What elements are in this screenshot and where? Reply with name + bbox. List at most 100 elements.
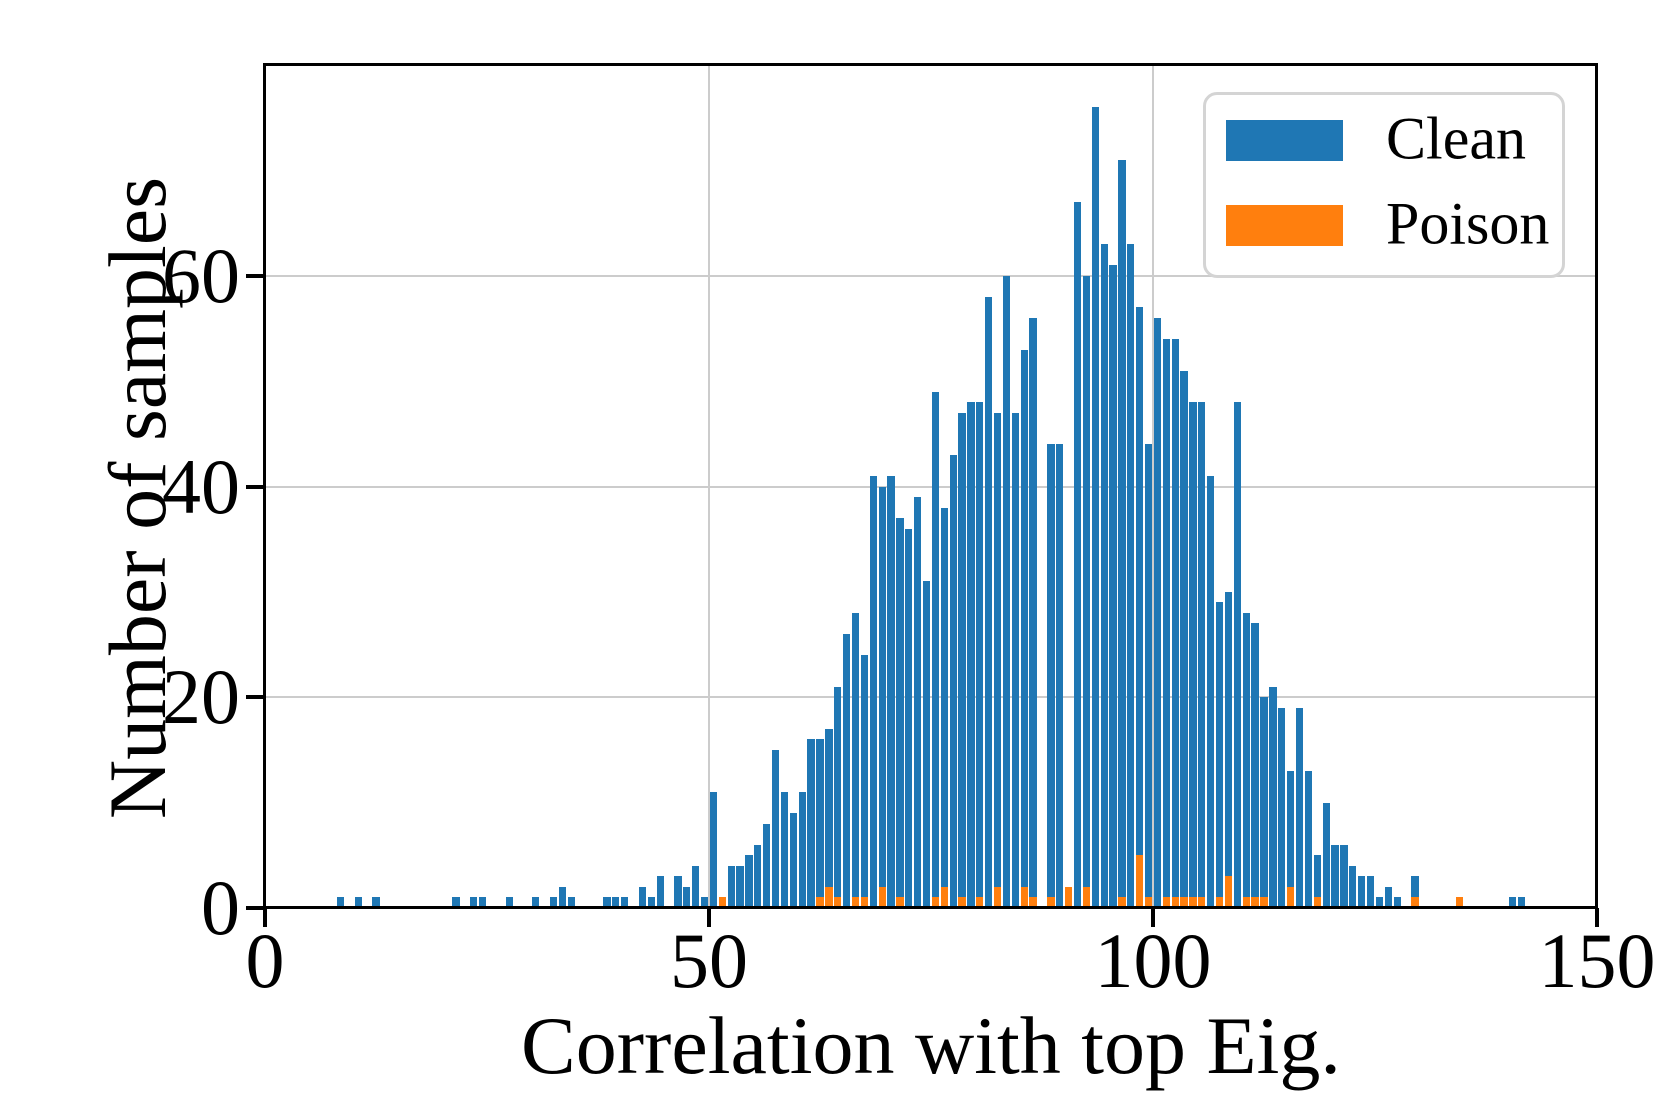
poison-bar [1242, 897, 1250, 908]
clean-bar [1331, 844, 1339, 908]
poison-bar [1260, 897, 1268, 908]
clean-bar [1509, 897, 1517, 908]
clean-bar [656, 876, 664, 908]
clean-bar [1322, 802, 1330, 908]
clean-bar [1002, 275, 1011, 908]
clean-bar [949, 454, 957, 908]
clean-bar [1198, 402, 1206, 908]
x-axis-label: Correlation with top Eig. [521, 1000, 1341, 1091]
clean-bar [896, 518, 904, 908]
clean-bar [1029, 317, 1037, 908]
clean-bar [993, 412, 1002, 908]
legend-label-clean: Clean [1386, 105, 1526, 172]
y-gridline [266, 274, 1596, 277]
clean-bar [1171, 338, 1179, 908]
poison-bar [816, 897, 824, 908]
x-tick [707, 908, 711, 927]
poison-bar [1162, 897, 1170, 908]
clean-bar [1260, 697, 1268, 908]
poison-bar [1118, 897, 1126, 908]
clean-bar [1100, 244, 1108, 908]
clean-bar [1358, 876, 1366, 908]
poison-bar [1198, 897, 1206, 908]
y-tick [246, 695, 265, 700]
poison-bar [976, 897, 984, 908]
poison-bar [825, 886, 833, 908]
poison-bar [1065, 886, 1073, 908]
clean-bar [1153, 317, 1162, 908]
clean-bar [1384, 886, 1392, 908]
clean-bar [914, 497, 922, 908]
clean-bar [354, 897, 362, 908]
clean-bar [1073, 201, 1082, 908]
y-tick-label: 40 [162, 442, 240, 530]
clean-bar [505, 897, 513, 908]
poison-bar [851, 897, 860, 908]
poison-bar [1189, 897, 1197, 908]
clean-bar [1224, 591, 1233, 908]
y-tick [246, 484, 265, 489]
poison-bar [931, 897, 940, 908]
clean-bar [638, 886, 647, 908]
poison-bar [1180, 897, 1188, 908]
clean-bar [940, 507, 948, 908]
poison-bar [1047, 897, 1055, 908]
poison-bar [1171, 897, 1179, 908]
clean-bar [647, 897, 655, 908]
x-tick [1595, 908, 1599, 927]
clean-bar [727, 865, 735, 908]
y-tick [246, 273, 265, 278]
clean-bar [1411, 876, 1419, 908]
clean-bar [558, 886, 567, 908]
clean-bar [780, 792, 789, 908]
poison-bar [1082, 886, 1091, 908]
poison-bar [1455, 897, 1463, 908]
clean-bar [1180, 370, 1188, 908]
clean-bar [1313, 855, 1321, 908]
clean-bar [1056, 444, 1064, 908]
clean-bar [1215, 602, 1224, 908]
clean-bar [1047, 444, 1055, 908]
y-gridline [266, 696, 1596, 699]
clean-bar [860, 655, 869, 908]
poison-bar [1215, 897, 1224, 908]
clean-bar [771, 749, 780, 908]
clean-bar [922, 581, 931, 908]
clean-bar [336, 897, 345, 908]
poison-bar [1136, 855, 1144, 908]
clean-bar [807, 739, 815, 908]
clean-bar [1118, 159, 1126, 908]
clean-bar [887, 475, 895, 908]
clean-bar [1233, 402, 1241, 908]
y-axis-label: Number of samples [92, 176, 183, 820]
poison-bar [993, 886, 1002, 908]
legend-label-poison: Poison [1386, 190, 1550, 257]
clean-bar [1304, 771, 1313, 908]
clean-bar [532, 897, 540, 908]
clean-bar [1136, 307, 1144, 908]
poison-bar [834, 897, 842, 908]
poison-bar [718, 897, 726, 908]
clean-bar [1144, 444, 1153, 908]
clean-bar [1366, 876, 1375, 908]
poison-color-swatch [1226, 205, 1343, 246]
clean-bar [843, 634, 851, 908]
poison-bar [1251, 897, 1259, 908]
poison-bar [1313, 897, 1321, 908]
clean-bar [1109, 265, 1117, 908]
poison-bar [878, 886, 886, 908]
clean-bar [1278, 707, 1286, 908]
poison-bar [1020, 886, 1028, 908]
clean-bar [789, 813, 797, 908]
x-tick [1151, 908, 1155, 927]
clean-bar [674, 876, 682, 908]
clean-bar [834, 686, 842, 908]
clean-bar [700, 897, 709, 908]
clean-bar [1082, 275, 1091, 908]
clean-bar [1020, 349, 1028, 908]
clean-bar [976, 402, 984, 908]
y-tick-label: 0 [201, 864, 240, 951]
clean-bar [1251, 623, 1259, 908]
clean-bar [958, 412, 966, 908]
clean-bar [1517, 897, 1526, 908]
